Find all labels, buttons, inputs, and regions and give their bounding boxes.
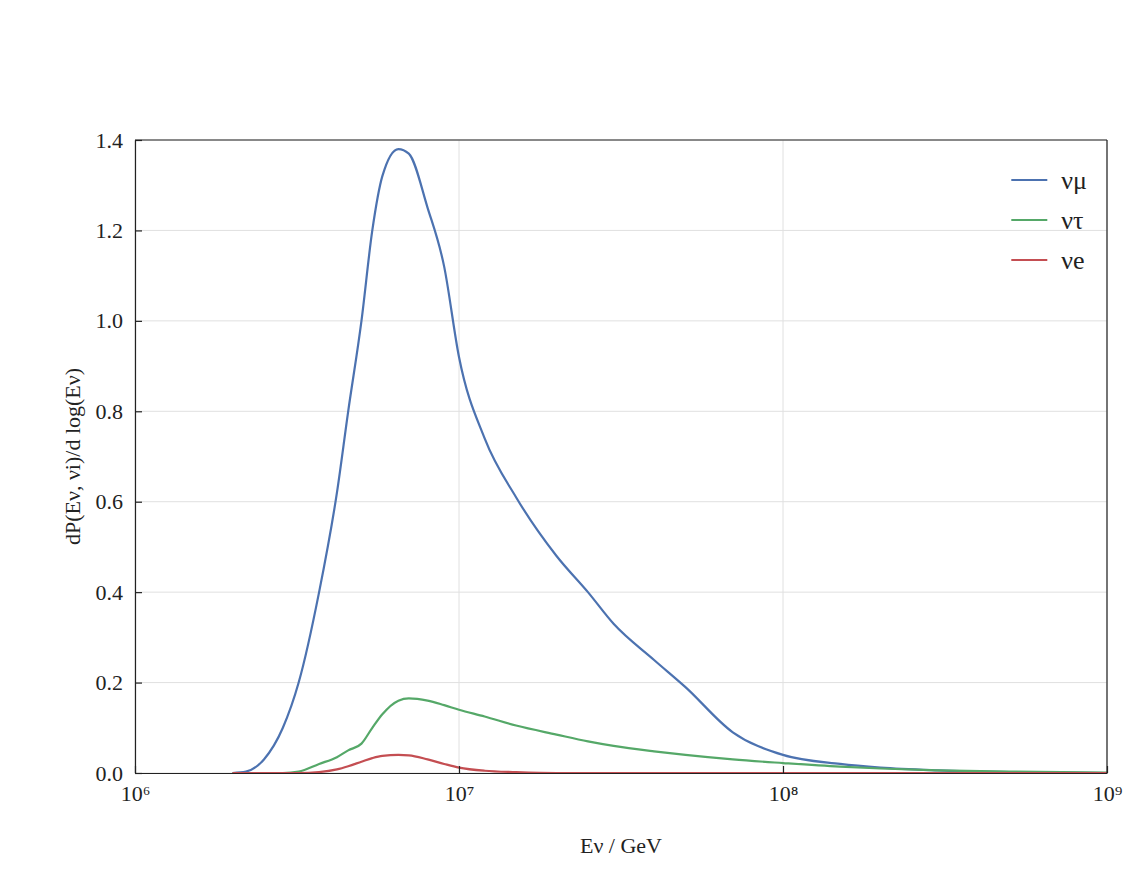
legend: νμ ντ νe [1011,166,1087,275]
grid-line [135,411,1107,412]
x-axis: 10⁶ 10⁷ 10⁸ 10⁹ [121,766,1123,806]
frame [1106,140,1107,773]
frame [135,139,1107,140]
grid-line [135,682,1107,683]
grid-line [135,501,1107,502]
grid-line [135,592,1107,593]
tick-label: 0.8 [96,399,124,424]
tick-mark [459,766,460,773]
legend-label: νe [1061,246,1084,275]
series-line [233,698,1107,773]
grid-line [135,230,1107,231]
tick-label: 0.2 [96,670,124,695]
axis-line [136,773,1108,774]
tick-mark [135,773,142,774]
legend-swatch [1011,179,1047,181]
x-axis-title: Eν / GeV [580,833,662,858]
y-axis-title: dP(Eν, νi)/d log(Eν) [60,368,85,545]
tick-mark [135,230,142,231]
tick-label: 10⁹ [1093,781,1123,806]
grid-line [135,140,136,773]
series-line [233,149,1107,773]
tick: 10⁷ [445,766,475,806]
tick-label: 10⁸ [769,781,799,806]
grid-line [459,140,460,773]
tick: 10⁸ [769,766,799,806]
tick-mark [135,592,142,593]
grid-line [135,320,1107,321]
tick: 0.0 [96,761,143,786]
tick: 0.8 [96,399,143,424]
plot: 10⁶ 10⁷ 10⁸ 10⁹ 0.0 0.2 0.4 0.6 0.8 1.0 1.2 1.4 νμ ντ… [96,128,1123,806]
tick: 1.2 [96,218,143,243]
tick-label: 1.0 [96,308,124,333]
tick-label: 0.0 [96,761,124,786]
tick-mark [135,682,142,683]
tick-mark [135,502,142,503]
chart: 10⁶ 10⁷ 10⁸ 10⁹ 0.0 0.2 0.4 0.6 0.8 1.0 1.2 1.4 νμ ντ… [0,0,1137,875]
tick: 1.0 [96,308,143,333]
axis-line [135,141,136,774]
grid-line [1107,140,1108,773]
legend-label: ντ [1061,206,1083,235]
legend-label: νμ [1061,166,1087,195]
tick: 0.4 [96,580,143,605]
tick-label: 0.6 [96,489,124,514]
tick-mark [135,411,142,412]
tick-label: 1.2 [96,218,124,243]
tick: 0.2 [96,670,143,695]
lines [233,149,1107,773]
tick-mark [783,766,784,773]
legend-swatch [1011,259,1047,261]
grid [135,140,1107,773]
tick-label: 0.4 [96,580,124,605]
tick: 0.6 [96,489,143,514]
legend-swatch [1011,219,1047,221]
tick-label: 10⁶ [121,781,151,806]
tick-mark [135,321,142,322]
tick: 10⁹ [1093,766,1123,806]
grid-line [135,140,1107,141]
tick-label: 1.4 [96,128,124,153]
tick-label: 10⁷ [445,781,475,806]
series-line [233,755,1107,773]
grid-line [783,140,784,773]
y-axis: 0.0 0.2 0.4 0.6 0.8 1.0 1.2 1.4 [96,128,143,786]
